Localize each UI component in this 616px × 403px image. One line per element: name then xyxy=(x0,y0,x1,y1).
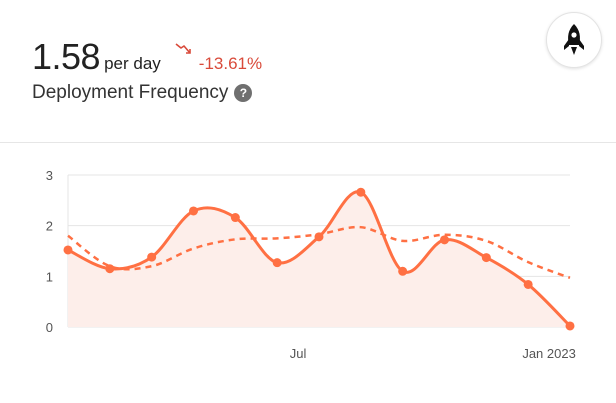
help-circle-icon[interactable]: ? xyxy=(234,84,253,102)
data-point[interactable] xyxy=(565,321,575,331)
data-point[interactable] xyxy=(356,187,366,197)
x-tick-label: Jan 2023 xyxy=(522,346,576,361)
data-point[interactable] xyxy=(440,235,449,245)
data-point[interactable] xyxy=(63,245,73,255)
metric-unit: per day xyxy=(104,54,161,73)
metric-row: 1.58 per day -13.61% xyxy=(32,36,262,78)
rocket-badge[interactable] xyxy=(546,12,602,68)
data-point[interactable] xyxy=(398,266,408,276)
change-percentage: -13.61% xyxy=(198,54,263,73)
data-point[interactable] xyxy=(272,258,282,268)
data-point[interactable] xyxy=(523,279,533,289)
rocket-icon xyxy=(564,24,584,55)
trend-down-icon xyxy=(175,43,191,54)
data-point[interactable] xyxy=(314,232,324,242)
data-point[interactable] xyxy=(481,253,491,263)
metric-value: 1.58 xyxy=(32,36,101,77)
metric-label: Deployment Frequency xyxy=(32,82,229,103)
x-tick-label: Jul xyxy=(290,346,307,361)
data-point[interactable] xyxy=(189,206,198,216)
y-tick-label: 2 xyxy=(46,219,53,234)
card-header: 1.58 per day -13.61% Deployment Frequenc… xyxy=(0,0,616,143)
data-point[interactable] xyxy=(105,264,115,274)
data-point[interactable] xyxy=(147,252,157,262)
series-area xyxy=(68,191,570,327)
metric-label-row: Deployment Frequency ? xyxy=(32,82,253,104)
y-tick-label: 3 xyxy=(46,168,53,183)
deployment-chart: 0 1 2 3 Jul Jan 2023 xyxy=(46,168,576,361)
data-point[interactable] xyxy=(230,213,240,223)
y-tick-label: 0 xyxy=(46,320,53,335)
y-tick-label: 1 xyxy=(46,269,53,284)
